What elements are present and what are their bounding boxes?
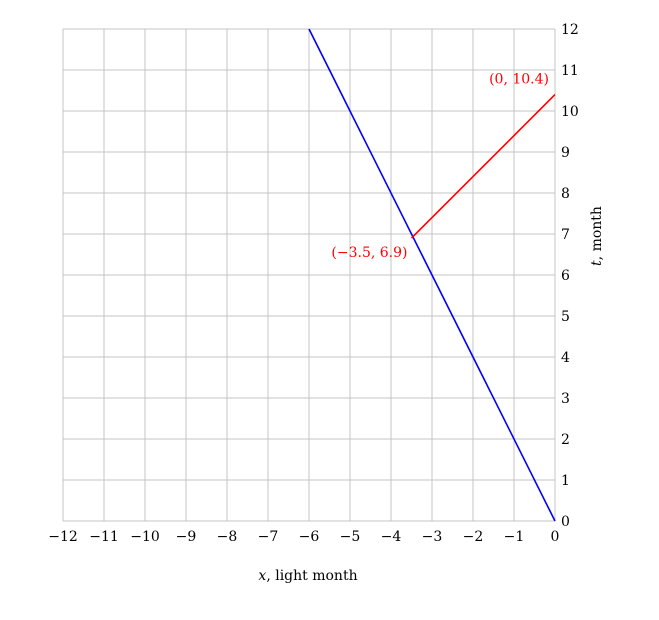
point-annotation-2: (0, 10.4): [489, 72, 549, 88]
x-tick-label: −3: [422, 529, 443, 545]
x-tick-label: −8: [217, 529, 238, 545]
y-tick-label: 0: [561, 514, 570, 530]
y-tick-label: 5: [561, 309, 570, 325]
y-tick-label: 8: [561, 186, 570, 202]
x-tick-label: −12: [48, 529, 78, 545]
x-tick-label: −9: [176, 529, 197, 545]
x-tick-label: −5: [340, 529, 361, 545]
x-tick-labels: −12 −11 −10 −9 −8 −7 −6 −5 −4 −3 −2 −1 0: [48, 529, 559, 545]
x-tick-label: −1: [504, 529, 525, 545]
y-tick-label: 12: [561, 22, 579, 38]
x-tick-label: −6: [299, 529, 320, 545]
x-tick-label: −10: [130, 529, 160, 545]
y-tick-label: 1: [561, 473, 570, 489]
y-axis-unit: , month: [589, 206, 605, 260]
x-tick-label: −7: [258, 529, 279, 545]
y-tick-label: 11: [561, 63, 579, 79]
y-tick-label: 4: [561, 350, 570, 366]
y-axis-var: t: [589, 260, 605, 266]
series-lines: [308, 28, 556, 522]
x-axis-unit: , light month: [266, 568, 357, 584]
y-axis-title: t, month: [589, 206, 605, 266]
y-tick-label: 3: [561, 391, 570, 407]
x-tick-label: −11: [89, 529, 119, 545]
series-line-2: [410, 94, 556, 239]
x-tick-label: −2: [463, 529, 484, 545]
x-axis-title: x, light month: [258, 568, 357, 584]
point-annotation-1: (−3.5, 6.9): [331, 245, 407, 261]
series-line-1: [308, 28, 556, 522]
x-axis-var: x: [258, 568, 266, 584]
y-tick-label: 6: [561, 268, 570, 284]
y-tick-label: 9: [561, 145, 570, 161]
point-annotations: (−3.5, 6.9) (0, 10.4): [331, 72, 549, 262]
grid: [62, 28, 556, 522]
y-tick-label: 7: [561, 227, 570, 243]
x-tick-label: −4: [381, 529, 402, 545]
y-tick-label: 2: [561, 432, 570, 448]
x-tick-label: 0: [551, 529, 560, 545]
y-tick-label: 10: [561, 104, 579, 120]
